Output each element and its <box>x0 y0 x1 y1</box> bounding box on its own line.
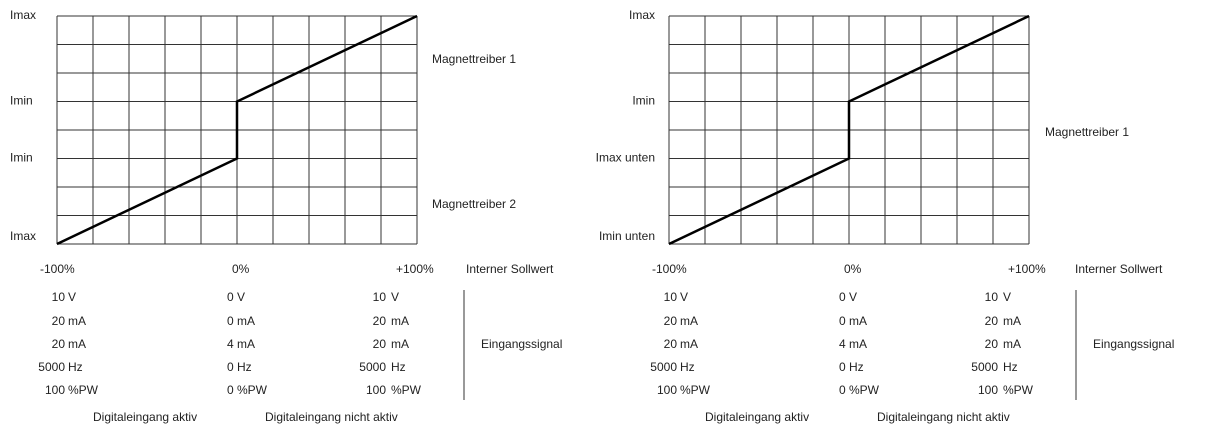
signal-unit: mA <box>68 314 86 328</box>
signal-unit: %PW <box>1003 383 1034 397</box>
signal-value: 0 Hz <box>227 360 252 374</box>
signal-unit: Hz <box>680 360 695 374</box>
signal-unit: V <box>1003 290 1011 304</box>
driver-label: Magnettreiber 2 <box>432 197 516 211</box>
y-label: Imax <box>10 229 36 243</box>
signal-unit: mA <box>680 337 698 351</box>
signal-value: 0 %PW <box>227 383 268 397</box>
signal-value: 10 <box>373 290 387 304</box>
signal-value: 100 <box>657 383 677 397</box>
y-label: Imax <box>629 8 655 22</box>
y-label: Imax unten <box>596 151 655 165</box>
signal-unit: mA <box>68 337 86 351</box>
signal-unit: mA <box>1003 337 1021 351</box>
signal-unit: mA <box>1003 314 1021 328</box>
signal-value: 10 <box>52 290 66 304</box>
signal-value: 4 mA <box>839 337 867 351</box>
signal-value: 10 <box>664 290 678 304</box>
x-label: +100% <box>396 262 434 276</box>
signal-value: 20 <box>664 314 678 328</box>
signal-unit: Hz <box>1003 360 1018 374</box>
signal-value: 20 <box>664 337 678 351</box>
y-label: Imin unten <box>599 229 655 243</box>
signal-unit: Hz <box>68 360 83 374</box>
signal-value: 4 mA <box>227 337 255 351</box>
signal-value: 100 <box>978 383 998 397</box>
footer-label: Digitaleingang aktiv <box>705 410 809 424</box>
signal-title: Eingangssignal <box>1093 337 1174 351</box>
characteristic-curve <box>668 14 1030 246</box>
signal-value: 20 <box>985 337 999 351</box>
signal-value: 20 <box>985 314 999 328</box>
signal-value: 20 <box>52 314 66 328</box>
signal-value: 5000 <box>971 360 998 374</box>
y-label: Imin <box>10 94 33 108</box>
signal-unit: %PW <box>391 383 422 397</box>
x-axis-title: Interner Sollwert <box>1075 262 1163 276</box>
signal-value: 20 <box>52 337 66 351</box>
signal-unit: V <box>391 290 399 304</box>
y-label: Imin <box>10 151 33 165</box>
signal-value: 0 V <box>227 290 245 304</box>
x-label: 0% <box>232 262 250 276</box>
signal-unit: %PW <box>680 383 711 397</box>
x-label: 0% <box>844 262 862 276</box>
signal-value: 0 %PW <box>839 383 880 397</box>
signal-unit: Hz <box>391 360 406 374</box>
signal-unit: V <box>68 290 76 304</box>
signal-unit: V <box>680 290 688 304</box>
y-label: Imax <box>10 8 36 22</box>
signal-unit: %PW <box>68 383 99 397</box>
signal-value: 0 mA <box>227 314 255 328</box>
x-label: -100% <box>40 262 75 276</box>
signal-value: 100 <box>366 383 386 397</box>
signal-value: 0 V <box>839 290 857 304</box>
y-label: Imin <box>632 94 655 108</box>
x-label: +100% <box>1008 262 1046 276</box>
x-label: -100% <box>652 262 687 276</box>
signal-value: 5000 <box>38 360 65 374</box>
signal-value: 20 <box>373 314 387 328</box>
signal-value: 20 <box>373 337 387 351</box>
characteristic-curve <box>56 14 418 246</box>
footer-label: Digitaleingang nicht aktiv <box>265 410 398 424</box>
signal-value: 5000 <box>359 360 386 374</box>
signal-unit: mA <box>391 314 409 328</box>
footer-label: Digitaleingang nicht aktiv <box>877 410 1010 424</box>
signal-value: 0 Hz <box>839 360 864 374</box>
driver-label: Magnettreiber 1 <box>432 52 516 66</box>
signal-unit: mA <box>391 337 409 351</box>
signal-value: 10 <box>985 290 999 304</box>
signal-value: 5000 <box>650 360 677 374</box>
signal-value: 0 mA <box>839 314 867 328</box>
footer-label: Digitaleingang aktiv <box>93 410 197 424</box>
signal-value: 100 <box>45 383 65 397</box>
signal-unit: mA <box>680 314 698 328</box>
driver-label: Magnettreiber 1 <box>1045 125 1129 139</box>
signal-title: Eingangssignal <box>481 337 562 351</box>
x-axis-title: Interner Sollwert <box>466 262 554 276</box>
